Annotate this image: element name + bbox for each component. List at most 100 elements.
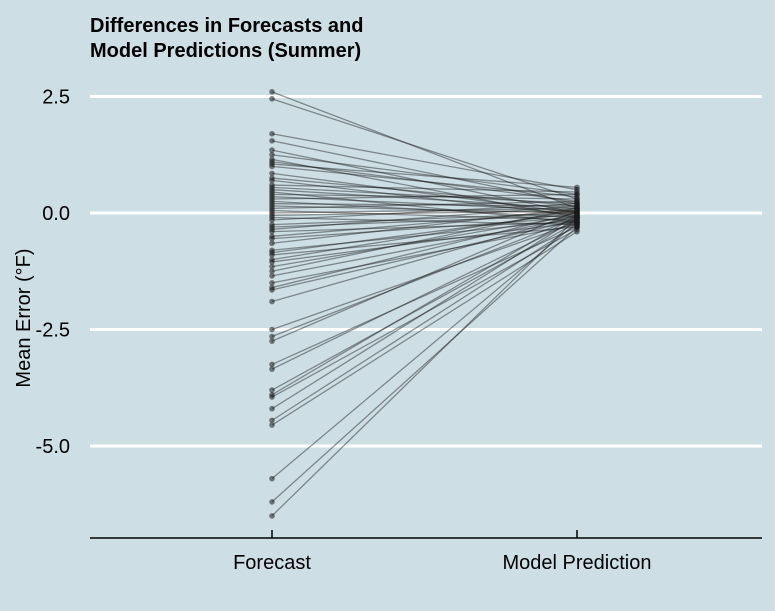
data-point: [269, 422, 275, 428]
slope-line: [271, 91, 578, 209]
slope-line: [271, 158, 578, 219]
slope-line: [271, 221, 578, 233]
data-point: [574, 219, 580, 226]
slope-line: [271, 98, 578, 200]
data-point: [269, 252, 275, 258]
data-point: [269, 366, 275, 372]
slope-line: [271, 221, 578, 480]
slope-line: [271, 217, 578, 517]
slope-line: [271, 226, 578, 366]
data-point: [269, 513, 275, 519]
slope-lines: [271, 91, 578, 517]
slope-line: [271, 224, 578, 421]
data-point: [269, 394, 275, 400]
data-point: [269, 259, 275, 265]
slope-line: [271, 154, 578, 196]
slope-line: [271, 210, 578, 221]
slope-line: [271, 196, 578, 212]
data-point: [269, 137, 275, 144]
slope-line: [271, 210, 578, 261]
x-tick-label: Model Prediction: [503, 552, 652, 574]
slope-line: [271, 212, 578, 254]
slope-line: [271, 214, 578, 396]
y-tick-label: -2.5: [36, 320, 70, 342]
data-point: [269, 333, 275, 340]
slope-line: [271, 217, 578, 277]
slope-line: [271, 212, 578, 226]
data-point: [269, 298, 275, 305]
slope-line: [271, 219, 578, 251]
slope-line: [271, 186, 578, 205]
data-point: [574, 207, 580, 214]
data-point: [574, 191, 580, 198]
slope-line: [271, 210, 578, 216]
slope-line: [271, 212, 578, 289]
data-point: [269, 280, 275, 286]
slope-line: [271, 217, 578, 338]
slope-line: [271, 177, 578, 207]
data-point: [269, 268, 275, 275]
slope-line: [271, 191, 578, 223]
slope-line: [271, 172, 578, 214]
data-point: [269, 287, 275, 293]
slope-line: [271, 193, 578, 200]
slope-line: [271, 205, 578, 230]
slope-line: [271, 219, 578, 291]
data-point: [269, 228, 275, 235]
slope-line: [271, 205, 578, 214]
slope-line: [271, 226, 578, 503]
slope-line: [271, 228, 578, 398]
data-point: [574, 214, 580, 221]
slope-line: [271, 184, 578, 193]
slope-line: [271, 163, 578, 189]
slope-line: [271, 210, 578, 237]
data-point: [269, 170, 275, 177]
y-tick-label: 0.0: [42, 203, 70, 225]
slope-line: [271, 207, 578, 214]
chart-title-line-2: Model Predictions (Summer): [90, 40, 361, 62]
y-tick-label: 2.5: [42, 87, 70, 109]
data-point: [269, 151, 275, 158]
data-point: [269, 96, 275, 102]
slope-line: [271, 189, 578, 209]
data-point: [269, 475, 275, 482]
slope-line: [271, 207, 578, 272]
slope-line: [271, 214, 578, 303]
data-point: [574, 184, 580, 191]
data-point: [269, 163, 275, 170]
slope-line: [271, 133, 578, 191]
data-point: [269, 405, 275, 412]
slope-line: [271, 200, 578, 219]
slope-line: [271, 221, 578, 391]
data-point: [269, 361, 275, 368]
slope-line: [271, 207, 578, 244]
data-point: [269, 147, 275, 153]
slope-line: [271, 221, 578, 331]
data-point: [269, 177, 275, 184]
slope-line: [271, 214, 578, 228]
grid-lines: [90, 95, 762, 448]
data-point: [269, 417, 275, 424]
slope-line: [271, 149, 578, 214]
data-point: [574, 224, 580, 230]
slope-line: [271, 226, 578, 256]
slope-line: [271, 179, 578, 216]
slope-line: [271, 203, 578, 221]
data-point: [269, 240, 275, 247]
data-point: [269, 326, 275, 333]
y-axis-label: Mean Error (°F): [13, 248, 35, 387]
slope-line: [271, 140, 578, 205]
x-tick-label: Forecast: [233, 552, 311, 574]
chart-title-line-1: Differences in Forecasts and: [90, 15, 363, 37]
slope-line: [271, 221, 578, 263]
data-point: [269, 89, 275, 95]
y-tick-label: -5.0: [36, 436, 70, 458]
slope-line: [271, 210, 578, 342]
data-point: [269, 499, 275, 505]
data-point: [269, 263, 275, 270]
data-points: [269, 89, 580, 519]
slope-line: [271, 165, 578, 198]
data-point: [269, 130, 275, 137]
